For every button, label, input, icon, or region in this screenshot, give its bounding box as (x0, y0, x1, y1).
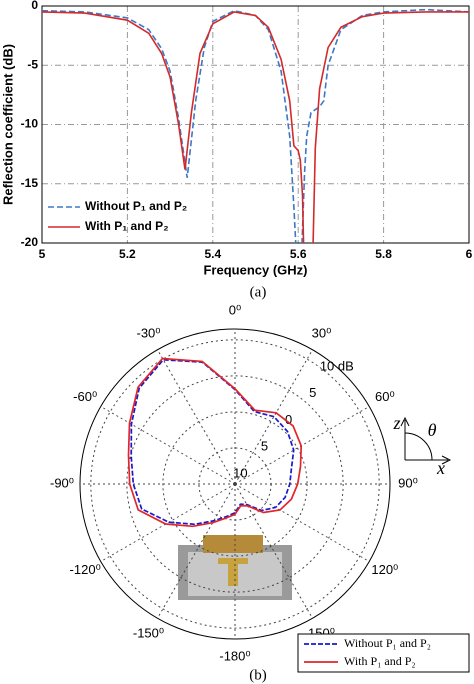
x-tick-label: 5 (39, 247, 46, 261)
theta-tick-label: -60⁰ (73, 389, 97, 404)
y-tick-label: -20 (21, 235, 39, 249)
axis-symbol: z (392, 413, 400, 433)
spoke (157, 349, 236, 485)
series-line (42, 8, 469, 243)
r-tick-label: 10 (233, 465, 247, 480)
theta-tick-label: 120⁰ (371, 562, 398, 577)
spoke (234, 406, 370, 485)
theta-tick-label: 0⁰ (229, 302, 241, 317)
r-tick-label: 5 (309, 385, 316, 400)
x-tick-label: 5.8 (375, 247, 392, 261)
r-tick-label: 5 (261, 439, 268, 454)
y-tick-label: -10 (21, 117, 39, 131)
spoke (157, 483, 236, 619)
caption: (b) (249, 667, 267, 683)
coordinate-sketch (400, 416, 452, 465)
x-tick-label: 5.2 (119, 247, 136, 261)
grid-ring (126, 375, 344, 593)
x-tick-label: 6 (466, 247, 473, 261)
theta-tick-label: 60⁰ (375, 389, 395, 404)
legend-box (297, 633, 470, 673)
plot-area (42, 8, 469, 243)
theta-tick-label: -30⁰ (136, 326, 160, 341)
legend-label: With P₁ and P₂ (344, 654, 416, 668)
grid-ring (90, 339, 380, 629)
legend-label: Without P₁ and P₂ (344, 636, 431, 650)
outer-circle (79, 328, 391, 640)
theta-tick-label: -90⁰ (50, 475, 74, 490)
caption: (a) (250, 284, 267, 300)
spoke (100, 406, 236, 485)
spoke (234, 483, 370, 562)
axis-symbol: θ (428, 420, 437, 440)
r-tick-label: 10 dB (320, 358, 354, 373)
r-tick-label: 0 (285, 412, 292, 427)
plot-frame (41, 5, 470, 244)
theta-tick-label: 30⁰ (312, 326, 332, 341)
theta-tick-label: -150⁰ (133, 625, 164, 640)
y-tick-label: -15 (21, 176, 39, 190)
spoke (100, 483, 236, 562)
legend-label: With P₁ and P₂ (85, 219, 169, 233)
x-axis-label: Frequency (GHz) (203, 262, 307, 277)
theta-tick-label: -120⁰ (70, 562, 101, 577)
x-tick-label: 5.4 (204, 247, 221, 261)
theta-tick-label: 90⁰ (398, 475, 418, 490)
x-tick-label: 5.6 (290, 247, 307, 261)
series-line (42, 11, 469, 243)
y-tick-label: -5 (27, 57, 38, 71)
spoke (234, 349, 313, 485)
theta-tick-label: -180⁰ (219, 648, 250, 663)
grid-ring (162, 411, 308, 557)
pattern-line (127, 357, 303, 528)
axis-symbol: x (436, 458, 445, 478)
legend-label: Without P₁ and P₂ (85, 199, 187, 213)
y-tick-label: 0 (31, 0, 38, 12)
y-axis-label: Reflection coefficient (dB) (0, 44, 15, 205)
